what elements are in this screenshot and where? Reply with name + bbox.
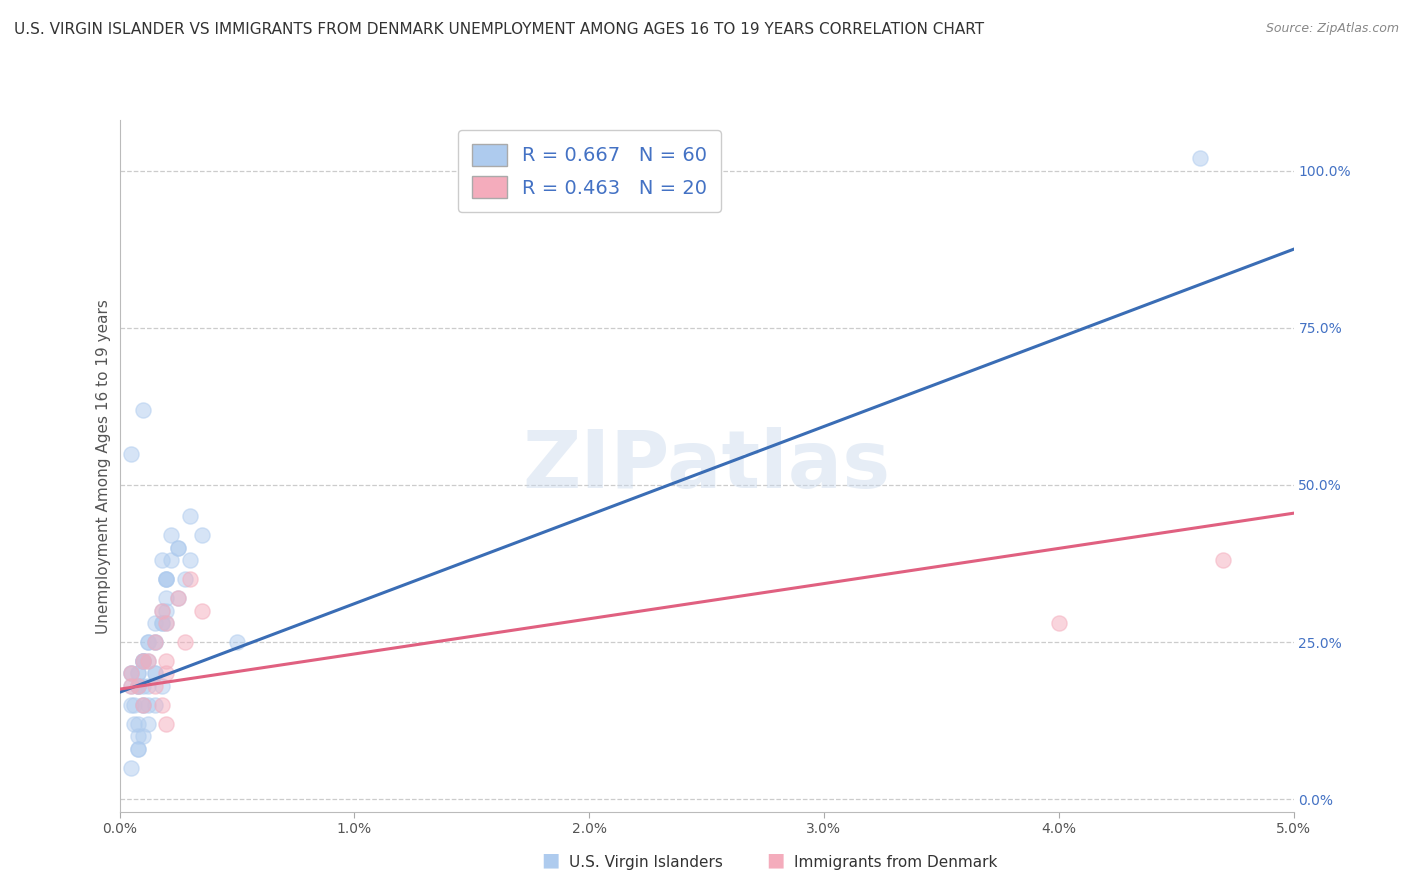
Point xyxy=(155,591,177,605)
Point xyxy=(132,679,155,693)
Point xyxy=(174,572,197,586)
Point xyxy=(160,553,183,567)
Point xyxy=(174,635,197,649)
Point xyxy=(120,679,142,693)
Legend: R = 0.667   N = 60, R = 0.463   N = 20: R = 0.667 N = 60, R = 0.463 N = 20 xyxy=(458,130,721,212)
Point xyxy=(143,635,166,649)
Point xyxy=(150,616,173,631)
Point xyxy=(127,729,149,743)
Point xyxy=(120,446,142,460)
Point xyxy=(155,654,177,668)
Point xyxy=(1188,151,1211,165)
Point xyxy=(120,666,142,681)
Point xyxy=(127,679,149,693)
Text: ■: ■ xyxy=(541,851,560,870)
Point xyxy=(155,572,177,586)
Point xyxy=(150,553,173,567)
Text: U.S. Virgin Islanders: U.S. Virgin Islanders xyxy=(569,855,723,870)
Point xyxy=(167,591,190,605)
Point xyxy=(155,666,177,681)
Point xyxy=(127,679,149,693)
Point xyxy=(155,604,177,618)
Point xyxy=(143,635,166,649)
Point xyxy=(127,716,149,731)
Point xyxy=(143,679,166,693)
Point xyxy=(143,698,166,712)
Point xyxy=(132,698,155,712)
Point xyxy=(150,679,173,693)
Text: ■: ■ xyxy=(766,851,785,870)
Point xyxy=(225,635,249,649)
Point xyxy=(127,742,149,756)
Point xyxy=(167,591,190,605)
Point xyxy=(155,616,177,631)
Point xyxy=(122,698,145,712)
Point xyxy=(132,654,155,668)
Point xyxy=(136,654,159,668)
Point xyxy=(150,604,173,618)
Point xyxy=(132,698,155,712)
Point xyxy=(136,635,159,649)
Point xyxy=(136,716,159,731)
Point xyxy=(179,509,201,524)
Point xyxy=(120,679,142,693)
Point xyxy=(155,572,177,586)
Point xyxy=(132,654,155,668)
Point xyxy=(132,698,155,712)
Y-axis label: Unemployment Among Ages 16 to 19 years: Unemployment Among Ages 16 to 19 years xyxy=(96,299,111,633)
Point xyxy=(120,761,142,775)
Point xyxy=(150,604,173,618)
Point xyxy=(150,616,173,631)
Text: Immigrants from Denmark: Immigrants from Denmark xyxy=(794,855,998,870)
Point xyxy=(127,679,149,693)
Point xyxy=(122,716,145,731)
Point xyxy=(120,666,142,681)
Point xyxy=(136,698,159,712)
Point xyxy=(190,604,212,618)
Text: U.S. VIRGIN ISLANDER VS IMMIGRANTS FROM DENMARK UNEMPLOYMENT AMONG AGES 16 TO 19: U.S. VIRGIN ISLANDER VS IMMIGRANTS FROM … xyxy=(14,22,984,37)
Point xyxy=(167,541,190,555)
Point xyxy=(167,541,190,555)
Point xyxy=(155,716,177,731)
Point xyxy=(143,616,166,631)
Point xyxy=(136,654,159,668)
Point xyxy=(120,698,142,712)
Point xyxy=(1212,553,1234,567)
Text: Source: ZipAtlas.com: Source: ZipAtlas.com xyxy=(1265,22,1399,36)
Point xyxy=(143,666,166,681)
Point xyxy=(132,654,155,668)
Point xyxy=(155,616,177,631)
Point xyxy=(1047,616,1070,631)
Point xyxy=(143,635,166,649)
Point xyxy=(127,666,149,681)
Text: ZIPatlas: ZIPatlas xyxy=(523,427,890,505)
Point xyxy=(132,654,155,668)
Point xyxy=(132,654,155,668)
Point xyxy=(160,528,183,542)
Point xyxy=(179,553,201,567)
Point xyxy=(132,729,155,743)
Point xyxy=(132,402,155,417)
Point xyxy=(179,572,201,586)
Point xyxy=(120,666,142,681)
Point xyxy=(127,679,149,693)
Point xyxy=(136,679,159,693)
Point xyxy=(136,635,159,649)
Point xyxy=(150,698,173,712)
Point xyxy=(143,666,166,681)
Point xyxy=(127,666,149,681)
Point xyxy=(127,742,149,756)
Point xyxy=(155,572,177,586)
Point xyxy=(190,528,212,542)
